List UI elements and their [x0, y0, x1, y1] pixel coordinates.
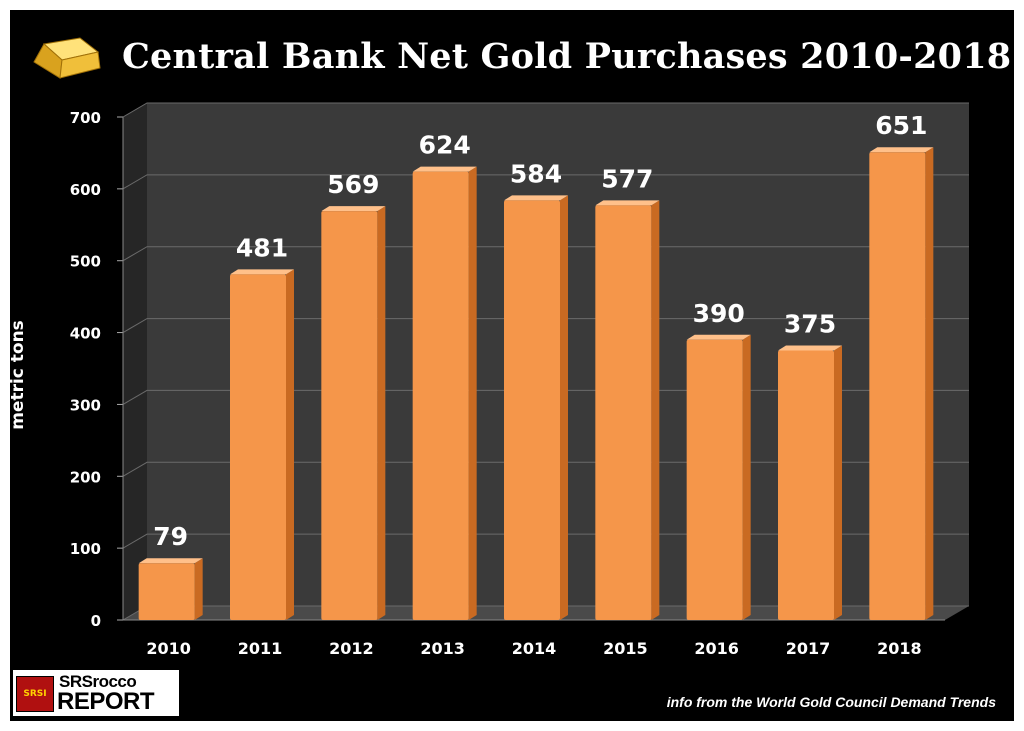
plot-side-wall	[123, 103, 147, 620]
x-tick-label: 2016	[694, 639, 739, 658]
x-tick-label: 2014	[512, 639, 557, 658]
y-tick-label: 200	[70, 468, 101, 486]
data-label: 481	[236, 233, 288, 262]
bar-side	[834, 345, 842, 620]
bar	[595, 205, 652, 621]
bar-top	[869, 147, 934, 153]
data-label: 375	[784, 310, 836, 339]
bar-side	[742, 334, 751, 620]
data-label: 390	[693, 299, 745, 328]
x-tick-label: 2017	[786, 639, 831, 658]
y-tick-label: 400	[70, 325, 101, 343]
gridline	[122, 174, 969, 190]
bar-side	[377, 206, 386, 620]
y-tick-label: 300	[70, 396, 101, 414]
title-row: Central Bank Net Gold Purchases 2010-201…	[30, 30, 1011, 90]
gridline	[122, 102, 969, 118]
data-label: 651	[875, 111, 927, 140]
data-label: 624	[419, 131, 471, 160]
bar-top	[138, 558, 203, 564]
bar-top	[230, 269, 294, 275]
data-label: 79	[153, 522, 188, 551]
x-tick-label: 2015	[603, 639, 648, 658]
bar	[138, 563, 195, 620]
bar-top	[778, 345, 842, 351]
source-note: info from the World Gold Council Demand …	[666, 694, 996, 710]
y-tick-label: 500	[70, 253, 101, 271]
bar-side	[651, 200, 660, 621]
y-tick-label: 0	[91, 612, 101, 630]
srsrocco-logo: SRSI SRSrocco REPORT	[13, 670, 179, 716]
bar	[230, 274, 286, 620]
x-tick-label: 2012	[329, 639, 374, 658]
bar	[412, 171, 469, 620]
bar	[869, 152, 926, 620]
logo-line1: SRSrocco	[59, 672, 137, 691]
bar	[504, 200, 560, 620]
y-tick-label: 100	[70, 540, 101, 558]
bar-side	[286, 269, 294, 620]
logo-line2: REPORT	[57, 688, 155, 715]
bar-side	[468, 166, 477, 620]
y-tick-label: 700	[70, 109, 101, 127]
data-label: 577	[601, 164, 653, 193]
logo-badge: SRSI	[16, 676, 54, 712]
x-tick-label: 2010	[146, 639, 191, 658]
gridline	[122, 318, 969, 334]
bar-top	[321, 206, 386, 212]
gold-bar-icon	[33, 37, 101, 79]
bar-top	[595, 200, 660, 206]
x-tick-label: 2018	[877, 639, 922, 658]
chart-title: Central Bank Net Gold Purchases 2010-201…	[122, 36, 1012, 77]
data-label: 584	[510, 159, 562, 188]
bar	[778, 350, 834, 620]
bar	[686, 339, 743, 620]
bar-top	[412, 166, 477, 172]
bar-top	[504, 195, 568, 201]
x-tick-label: 2013	[420, 639, 465, 658]
bar-side	[925, 147, 934, 620]
data-label: 569	[327, 170, 379, 199]
bar	[321, 211, 378, 620]
x-tick-label: 2011	[238, 639, 283, 658]
bar-side	[560, 195, 568, 620]
bar-side	[194, 558, 203, 620]
bar-top	[686, 334, 751, 340]
gridline	[122, 246, 969, 262]
y-tick-label: 600	[70, 181, 101, 199]
